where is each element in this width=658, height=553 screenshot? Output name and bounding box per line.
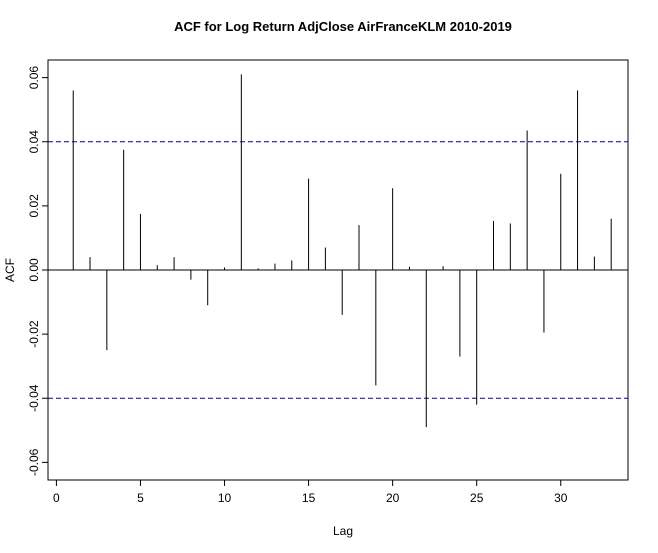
chart-title: ACF for Log Return AdjClose AirFranceKLM… xyxy=(174,19,512,34)
y-tick-label-2: -0.02 xyxy=(27,320,41,348)
y-axis-label: ACF xyxy=(3,258,17,282)
x-tick-label-5: 5 xyxy=(137,491,144,505)
acf-bars xyxy=(72,74,612,428)
x-tick-label-30: 30 xyxy=(554,491,568,505)
y-tick-label-1: -0.04 xyxy=(27,384,41,412)
y-tick-label-6: 0.06 xyxy=(27,66,41,90)
y-tick-label-5: 0.04 xyxy=(27,130,41,154)
x-tick-label-25: 25 xyxy=(470,491,484,505)
x-axis-label: Lag xyxy=(333,524,353,538)
y-tick-label-0: -0.06 xyxy=(27,448,41,476)
x-tick-label-20: 20 xyxy=(386,491,400,505)
x-tick-label-0: 0 xyxy=(53,491,60,505)
x-tick-label-10: 10 xyxy=(218,491,232,505)
confidence-bounds xyxy=(48,141,628,399)
x-tick-label-15: 15 xyxy=(302,491,316,505)
y-tick-label-3: 0.00 xyxy=(27,258,41,282)
y-tick-label-4: 0.02 xyxy=(27,194,41,218)
x-axis: 0 5 10 15 20 25 30 xyxy=(53,479,568,505)
y-axis: -0.06 -0.04 -0.02 0.00 0.02 0.04 0.06 xyxy=(27,66,49,476)
